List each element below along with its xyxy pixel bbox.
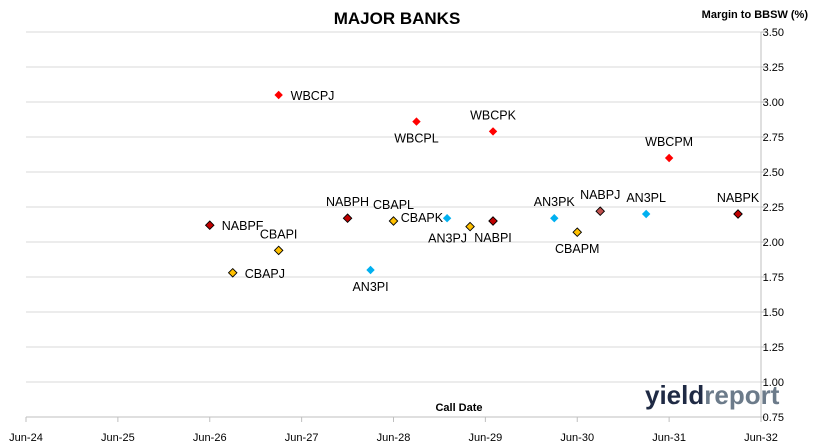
- data-point-an3pj: [465, 221, 475, 232]
- data-points: [204, 90, 743, 278]
- data-point-nabpj: [595, 206, 606, 217]
- point-label-an3pj: AN3PJ: [428, 232, 467, 246]
- y-tick-label: 1.25: [763, 342, 784, 354]
- point-label-cbapi: CBAPI: [260, 227, 298, 241]
- y-axis-ticks: 0.75 1.00 1.25 1.50 1.75 2.00 2.25 2.50 2.75 3.00…: [761, 27, 784, 424]
- y-tick-label: 1.75: [763, 272, 784, 284]
- data-point-an3pi: [366, 265, 375, 275]
- y-tick-label: 0.75: [763, 412, 784, 424]
- point-label-wbcpm: WBCPM: [645, 135, 693, 149]
- data-point-cbapm: [572, 227, 583, 238]
- point-label-an3pl: AN3PL: [626, 191, 666, 205]
- data-point-an3pk: [550, 214, 559, 223]
- x-tick-label: Jun-32: [744, 432, 778, 444]
- x-tick-label: Jun-25: [101, 432, 135, 444]
- y-tick-label: 2.25: [763, 202, 784, 214]
- data-point-an3pl: [641, 209, 651, 219]
- y-tick-label: 1.50: [763, 307, 784, 319]
- point-label-wbcpl: WBCPL: [394, 132, 439, 146]
- point-label-cbapl: CBAPL: [373, 198, 414, 212]
- y-tick-label: 2.50: [763, 167, 784, 179]
- y-tick-label: 3.50: [763, 27, 784, 39]
- point-label-nabpi: NABPI: [474, 231, 512, 245]
- y-tick-label: 1.00: [763, 377, 784, 389]
- y-tick-label: 2.00: [763, 237, 784, 249]
- logo-part-1: yield: [645, 380, 704, 410]
- point-label-cbapk: CBAPK: [401, 211, 444, 225]
- point-label-cbapm: CBAPM: [555, 242, 599, 256]
- x-tick-label: Jun-27: [285, 432, 319, 444]
- point-label-an3pk: AN3PK: [534, 195, 576, 209]
- x-tick-label: Jun-29: [469, 432, 503, 444]
- x-tick-label: Jun-30: [560, 432, 594, 444]
- data-point-nabpf: [204, 220, 215, 231]
- data-point-wbcpm: [664, 153, 674, 163]
- data-point-cbapi: [273, 245, 284, 256]
- data-point-nabph: [342, 213, 353, 224]
- point-label-wbcpk: WBCPK: [470, 108, 517, 122]
- point-labels: WBCPJ WBCPL WBCPK WBCPM NABPF NABPH NABPI NABPJ…: [222, 89, 760, 294]
- y-tick-label: 3.00: [763, 97, 784, 109]
- point-label-wbcpj: WBCPJ: [291, 89, 335, 103]
- gridlines: [26, 31, 761, 383]
- data-point-cbapl: [388, 216, 399, 226]
- point-label-nabpf: NABPF: [222, 219, 264, 233]
- x-tick-label: Jun-24: [9, 432, 43, 444]
- data-point-cbapj: [227, 267, 238, 278]
- x-tick-label: Jun-26: [193, 432, 227, 444]
- data-point-nabpi: [488, 216, 498, 226]
- x-tick-label: Jun-31: [652, 432, 686, 444]
- data-point-wbcpk: [488, 127, 498, 136]
- logo-part-2: report: [704, 380, 779, 410]
- y-axis-title: Margin to BBSW (%): [702, 9, 809, 21]
- y-tick-label: 3.25: [763, 62, 784, 74]
- point-label-an3pi: AN3PI: [352, 280, 388, 294]
- point-label-cbapj: CBAPJ: [245, 267, 285, 281]
- data-point-cbapk: [442, 214, 452, 223]
- svg-text:yieldreport: yieldreport: [645, 380, 780, 410]
- data-point-wbcpj: [274, 90, 283, 100]
- yieldreport-logo: yieldreport: [645, 380, 780, 410]
- point-label-nabpk: NABPK: [717, 191, 760, 205]
- data-point-wbcpl: [412, 117, 421, 126]
- y-tick-label: 2.75: [763, 132, 784, 144]
- chart-title: MAJOR BANKS: [334, 9, 461, 28]
- point-label-nabph: NABPH: [326, 195, 369, 209]
- data-point-nabpk: [733, 209, 743, 219]
- x-axis-title: Call Date: [435, 402, 482, 414]
- x-tick-label: Jun-28: [377, 432, 411, 444]
- point-label-nabpj: NABPJ: [580, 188, 620, 202]
- x-axis-ticks: Jun-24 Jun-25 Jun-26 Jun-27 Jun-28 Jun-29 Jun-…: [9, 417, 778, 444]
